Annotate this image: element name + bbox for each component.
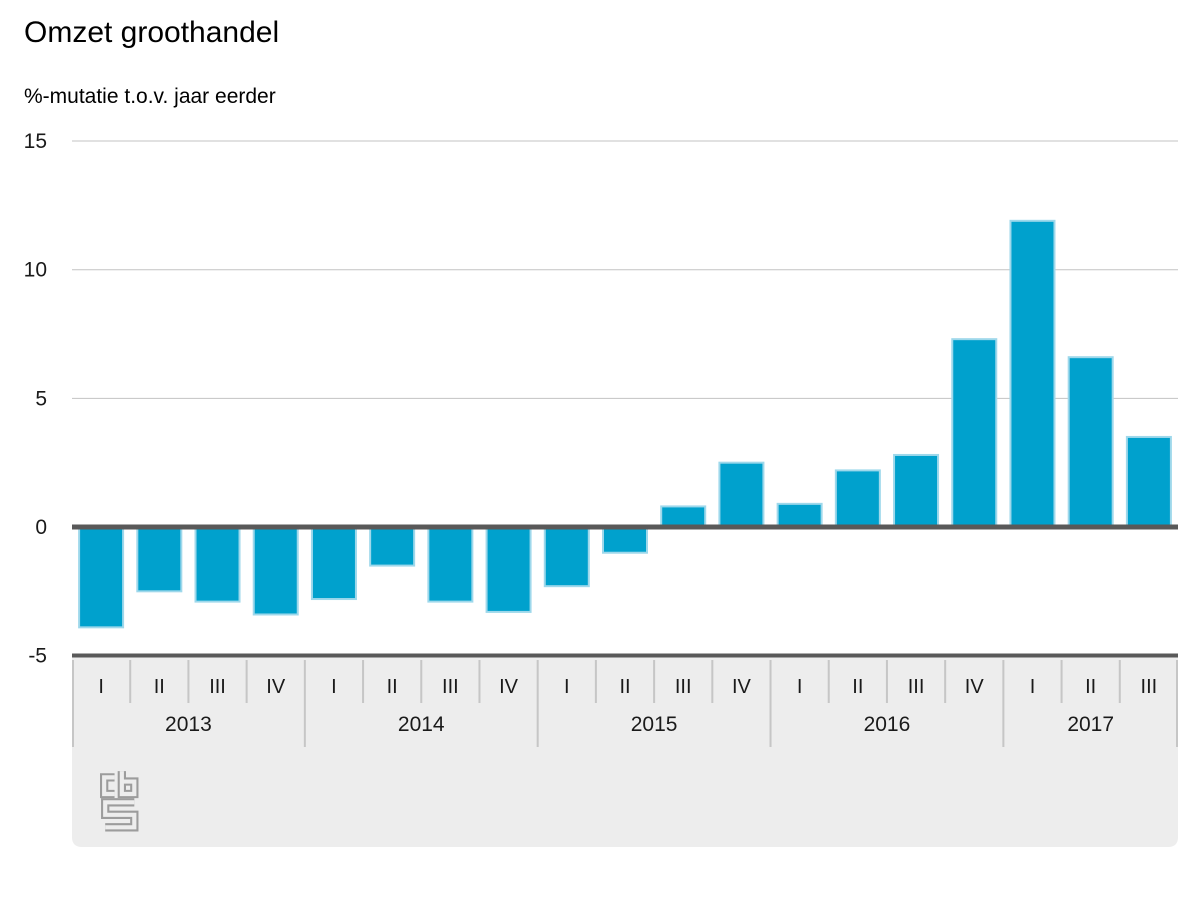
- x-year-label: 2017: [1067, 713, 1114, 736]
- y-tick-label: -5: [28, 645, 47, 668]
- x-quarter-label: III: [1141, 676, 1158, 698]
- x-axis-band: [72, 655, 1178, 847]
- x-quarter-label: IV: [266, 676, 286, 698]
- bar-2016-I[interactable]: [776, 502, 823, 528]
- bar-2017-I[interactable]: [1009, 219, 1056, 529]
- bar-2015-I[interactable]: [543, 526, 590, 588]
- x-year-label: 2013: [165, 713, 212, 736]
- bar-2013-IV[interactable]: [252, 526, 299, 616]
- bar-2016-II[interactable]: [834, 469, 881, 529]
- x-quarter-label: II: [387, 676, 398, 698]
- x-year-label: 2016: [864, 713, 911, 736]
- bar-2016-III[interactable]: [893, 453, 940, 528]
- zero-axis-line: [72, 524, 1178, 530]
- x-quarter-label: I: [98, 676, 104, 698]
- bar-2016-IV[interactable]: [951, 338, 998, 528]
- y-tick-label: 10: [24, 259, 47, 282]
- bar-2014-III[interactable]: [427, 526, 474, 603]
- bar-2015-IV[interactable]: [718, 461, 765, 528]
- x-axis-top-border: [72, 653, 1178, 658]
- bar-2013-I[interactable]: [78, 526, 125, 629]
- cbs-logo: [100, 771, 139, 832]
- chart-subtitle: %-mutatie t.o.v. jaar eerder: [24, 85, 276, 108]
- y-tick-label: 15: [24, 130, 47, 153]
- x-quarter-label: III: [442, 676, 459, 698]
- x-quarter-label: I: [564, 676, 570, 698]
- bar-2015-II[interactable]: [602, 526, 648, 554]
- x-quarter-label: III: [209, 676, 226, 698]
- x-quarter-label: IV: [965, 676, 985, 698]
- x-quarter-label: II: [154, 676, 165, 698]
- x-quarter-label: I: [1030, 676, 1036, 698]
- x-quarter-label: II: [852, 676, 863, 698]
- bar-2017-III[interactable]: [1125, 435, 1172, 529]
- y-tick-label: 5: [35, 387, 47, 410]
- x-year-label: 2014: [398, 713, 445, 736]
- bar-2013-II[interactable]: [136, 526, 183, 593]
- x-quarter-label: II: [619, 676, 630, 698]
- x-year-label: 2015: [631, 713, 678, 736]
- bar-2014-IV[interactable]: [485, 526, 532, 613]
- x-quarter-label: IV: [499, 676, 519, 698]
- bar-2015-III[interactable]: [660, 505, 707, 528]
- bar-2014-I[interactable]: [310, 526, 357, 601]
- x-quarter-label: I: [331, 676, 337, 698]
- chart-title: Omzet groothandel: [24, 16, 280, 49]
- x-quarter-label: II: [1085, 676, 1096, 698]
- bar-2014-II[interactable]: [369, 526, 416, 567]
- bar-2013-III[interactable]: [194, 526, 241, 603]
- x-quarter-label: III: [675, 676, 692, 698]
- x-quarter-label: I: [797, 676, 803, 698]
- y-tick-label: 0: [35, 516, 47, 539]
- bar-2017-II[interactable]: [1067, 356, 1114, 528]
- x-quarter-label: IV: [732, 676, 752, 698]
- x-quarter-label: III: [908, 676, 925, 698]
